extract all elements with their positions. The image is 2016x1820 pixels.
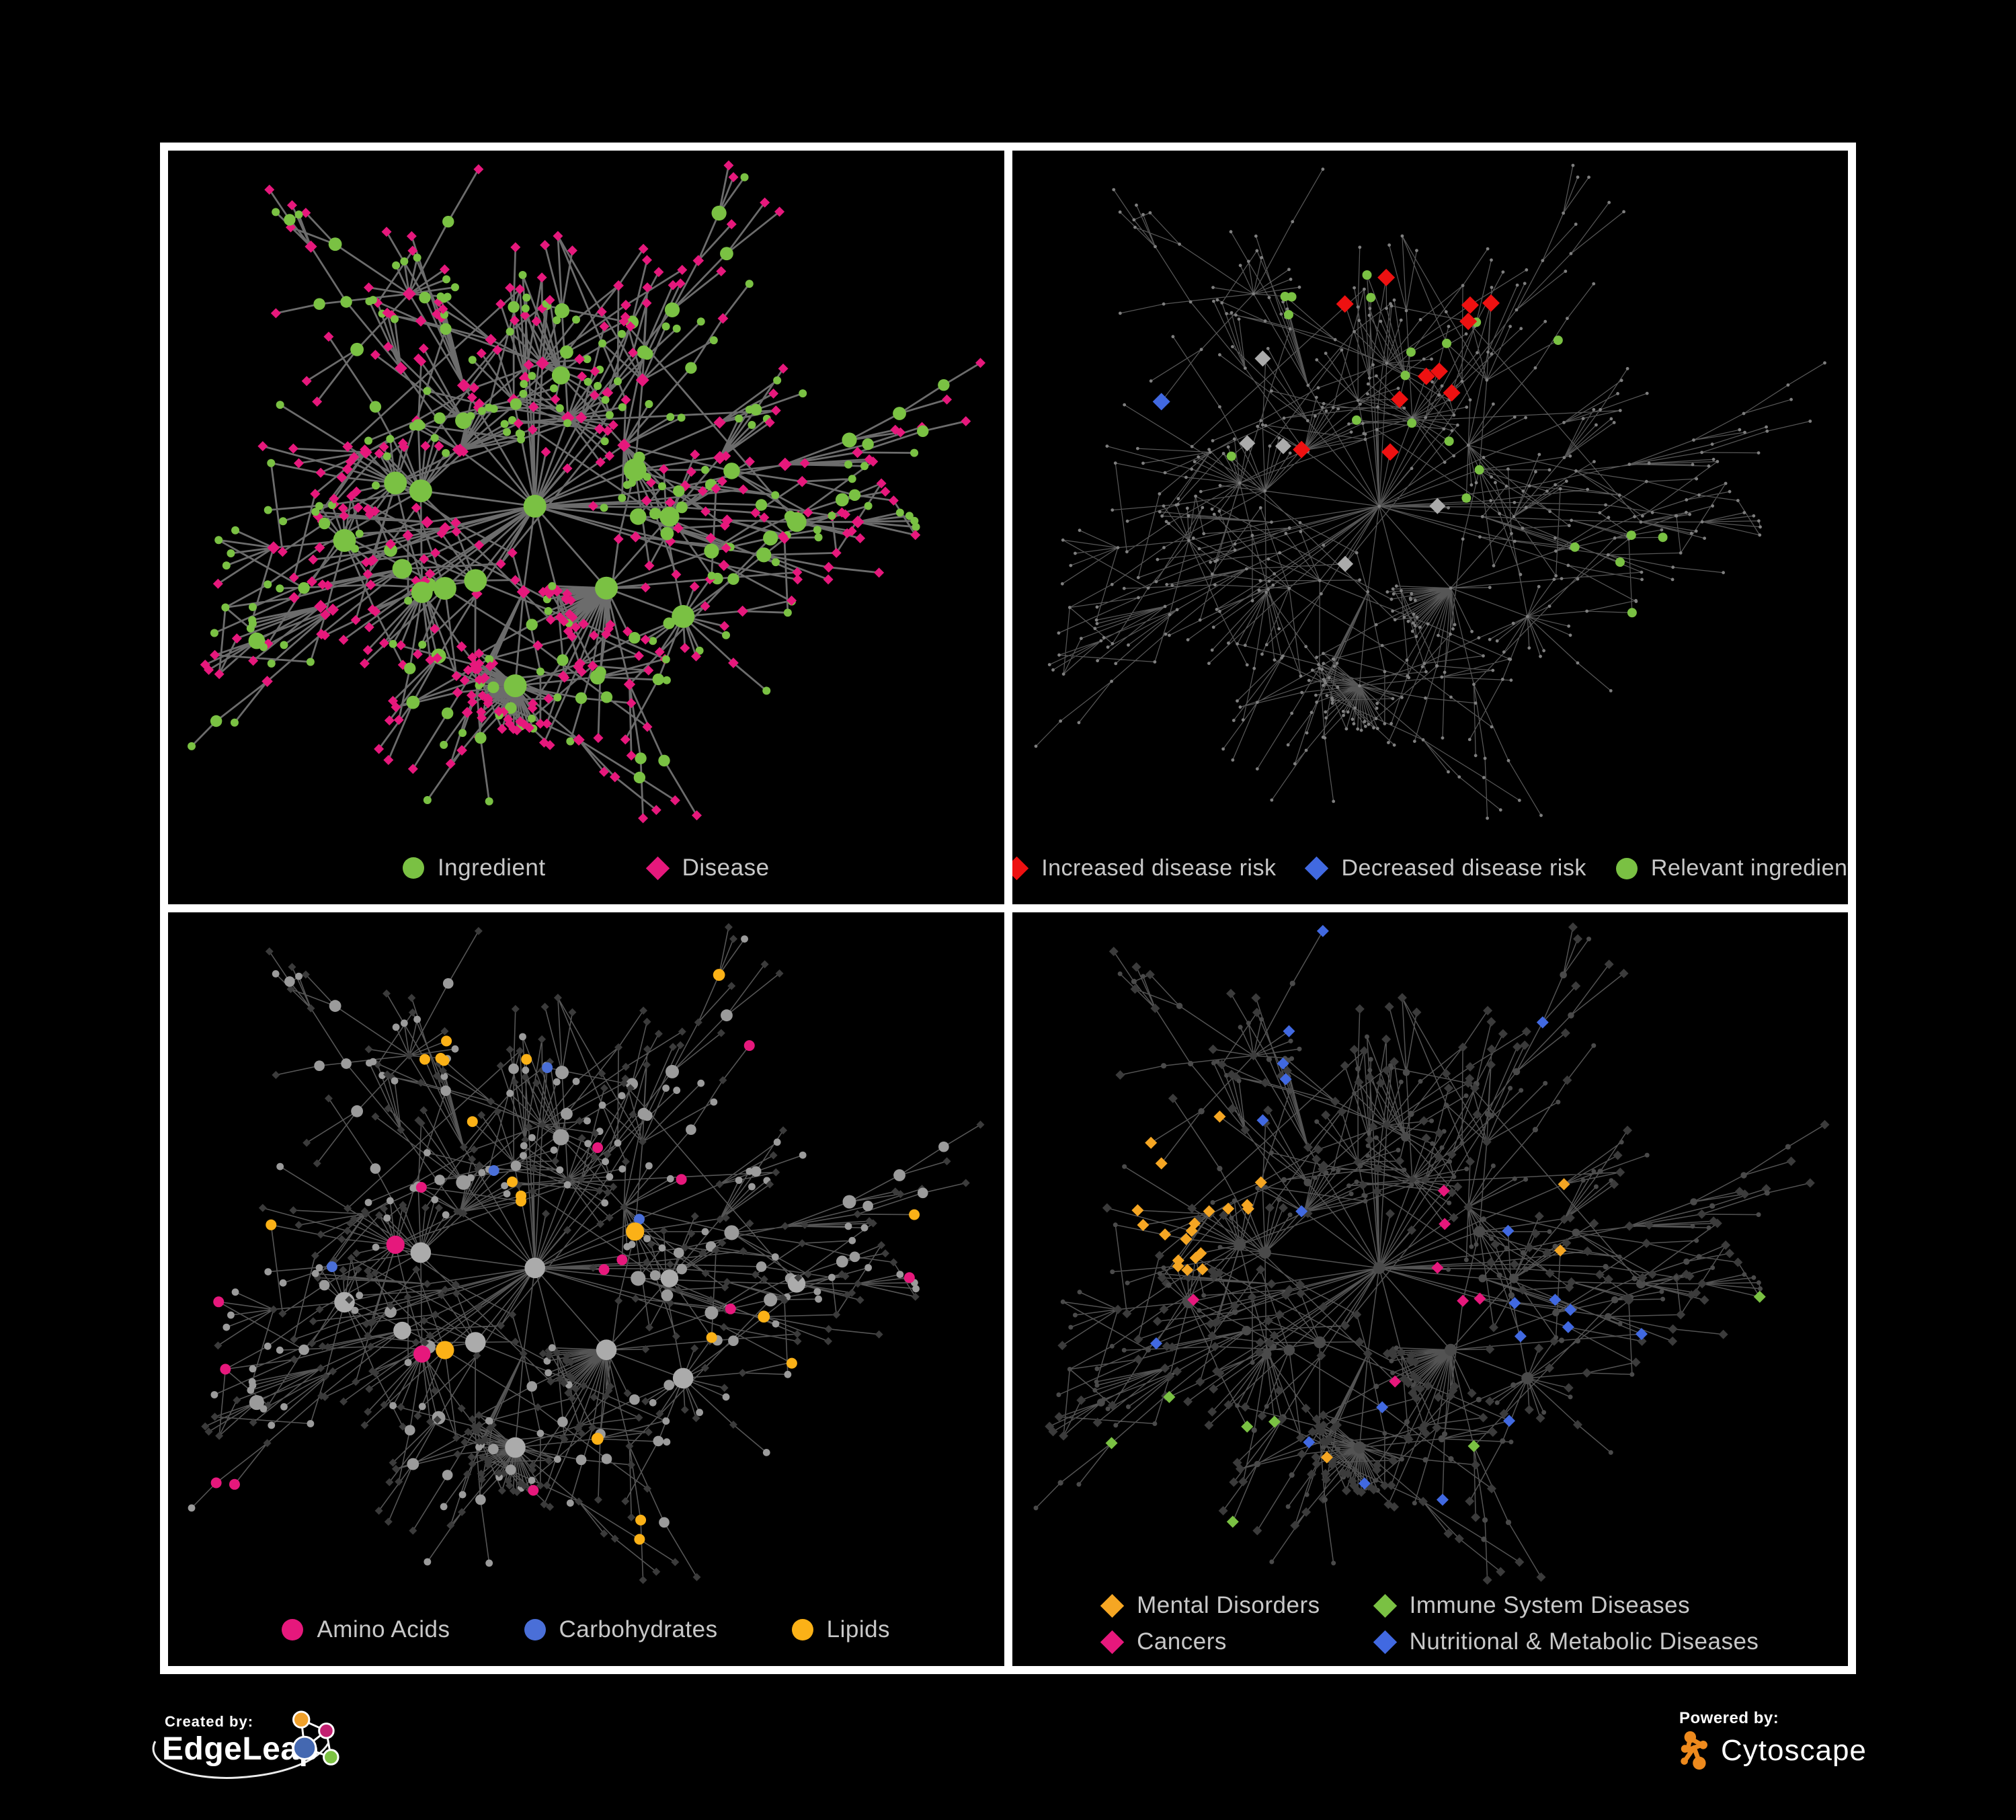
disease-category-network-graph bbox=[1033, 922, 1829, 1585]
legend-label-increased-risk: Increased disease risk bbox=[1041, 855, 1277, 881]
legend-label-mental-disorders: Mental Disorders bbox=[1137, 1592, 1320, 1618]
disease-diamond-icon bbox=[645, 856, 670, 880]
legend-label-decreased-risk: Decreased disease risk bbox=[1341, 855, 1586, 881]
cytoscape-icon bbox=[1681, 1731, 1707, 1770]
created-by-label: Created by: bbox=[165, 1713, 254, 1730]
panel-disease-risk: Increased disease risk Decreased disease… bbox=[1012, 151, 1848, 904]
cytoscape-brand-row: Cytoscape bbox=[1679, 1731, 1881, 1771]
edgeleap-swoosh-icon bbox=[152, 1741, 330, 1779]
legend-item-carbohydrates: Carbohydrates bbox=[524, 1616, 718, 1643]
mental-disorders-diamond-icon bbox=[1100, 1593, 1125, 1618]
carbohydrates-circle-icon bbox=[524, 1619, 546, 1640]
legend-label-immune-diseases: Immune System Diseases bbox=[1409, 1592, 1691, 1618]
immune-diseases-diamond-icon bbox=[1373, 1593, 1397, 1618]
relevant-ingredient-circle-icon bbox=[1615, 857, 1638, 879]
amino-acids-circle-icon bbox=[282, 1619, 304, 1640]
legend-item-amino-acids: Amino Acids bbox=[282, 1616, 450, 1643]
panel-disease-categories: Mental Disorders Immune System Diseases … bbox=[1012, 912, 1849, 1666]
panel-ingredient-disease: Ingredient Disease bbox=[168, 151, 1004, 904]
legend-item-relevant-ingredient: Relevant ingredient bbox=[1615, 855, 1848, 881]
increased-risk-diamond-icon bbox=[1012, 856, 1029, 881]
cytoscape-credit: Powered by: Cytoscape bbox=[1679, 1709, 1881, 1790]
legend-label-lipids: Lipids bbox=[826, 1616, 891, 1643]
legend-item-disease: Disease bbox=[645, 855, 770, 881]
legend-label-relevant-ingredient: Relevant ingredient bbox=[1650, 855, 1848, 881]
ingredient-disease-network-graph bbox=[188, 160, 985, 824]
cancers-diamond-icon bbox=[1100, 1630, 1125, 1654]
legend-disease-categories: Mental Disorders Immune System Diseases … bbox=[1012, 1592, 1849, 1655]
legend-item-lipids: Lipids bbox=[791, 1616, 891, 1643]
legend-label-nutritional-metabolic: Nutritional & Metabolic Diseases bbox=[1409, 1628, 1759, 1655]
legend-item-increased-risk: Increased disease risk bbox=[1012, 855, 1277, 881]
edgeleap-network-icon bbox=[292, 1710, 339, 1766]
legend-ingredient-disease: Ingredient Disease bbox=[168, 855, 1004, 881]
legend-item-decreased-risk: Decreased disease risk bbox=[1305, 855, 1586, 881]
legend-macronutrients: Amino Acids Carbohydrates Lipids bbox=[168, 1616, 1004, 1643]
legend-label-cancers: Cancers bbox=[1137, 1628, 1227, 1655]
legend-item-nutritional-metabolic: Nutritional & Metabolic Diseases bbox=[1373, 1628, 1759, 1655]
ingredient-circle-icon bbox=[402, 857, 424, 879]
powered-by-label: Powered by: bbox=[1679, 1709, 1779, 1727]
disease-risk-network-graph bbox=[1034, 163, 1826, 820]
legend-item-ingredient: Ingredient bbox=[402, 855, 546, 881]
legend-label-disease: Disease bbox=[682, 855, 770, 881]
network-panel-grid: Ingredient Disease Increased disease ris… bbox=[160, 143, 1856, 1674]
cytoscape-wordmark: Cytoscape bbox=[1721, 1734, 1867, 1767]
decreased-risk-diamond-icon bbox=[1305, 856, 1329, 881]
legend-label-ingredient: Ingredient bbox=[437, 855, 546, 881]
panel-macronutrients: Amino Acids Carbohydrates Lipids bbox=[168, 912, 1004, 1666]
legend-label-amino-acids: Amino Acids bbox=[317, 1616, 450, 1643]
legend-item-cancers: Cancers bbox=[1100, 1628, 1227, 1655]
legend-label-carbohydrates: Carbohydrates bbox=[559, 1616, 718, 1643]
legend-item-mental-disorders: Mental Disorders bbox=[1100, 1592, 1320, 1619]
macronutrient-network-graph bbox=[188, 923, 985, 1584]
lipids-circle-icon bbox=[791, 1619, 813, 1640]
nutritional-metabolic-diamond-icon bbox=[1373, 1630, 1397, 1654]
legend-disease-risk: Increased disease risk Decreased disease… bbox=[1012, 855, 1848, 881]
legend-item-immune-diseases: Immune System Diseases bbox=[1373, 1592, 1691, 1619]
edgeleap-credit: Created by: EdgeLeap bbox=[152, 1709, 372, 1810]
